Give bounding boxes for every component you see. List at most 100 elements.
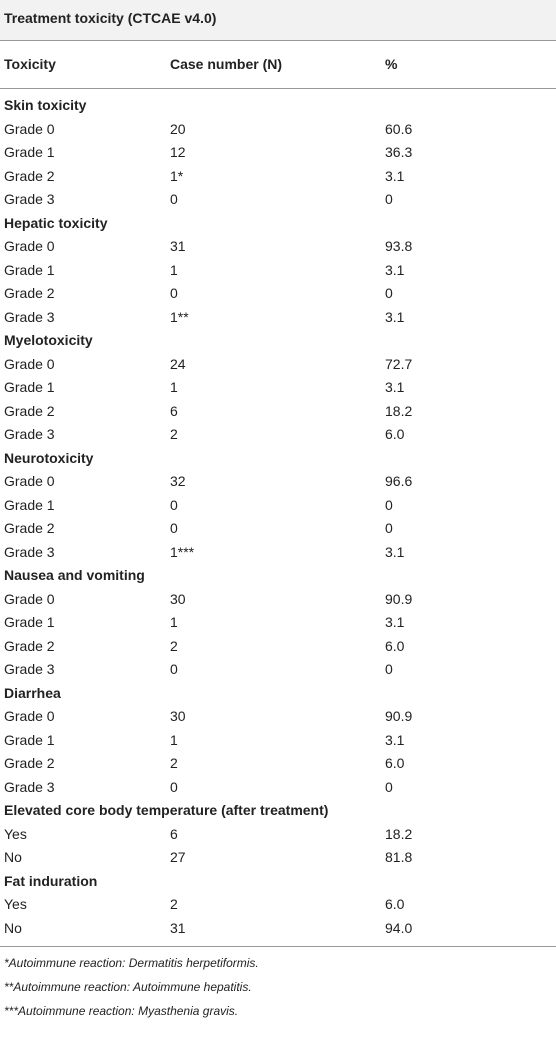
title-bar <box>0 0 556 40</box>
cell: Grade 2 <box>4 520 55 536</box>
cell: 27 <box>170 849 186 865</box>
cell: Grade 2 <box>4 637 55 654</box>
cell: 0 <box>385 496 393 513</box>
cell: 2 <box>170 637 178 654</box>
section-title: Neurotoxicity <box>4 449 94 466</box>
cell: 30 <box>170 708 186 724</box>
section-title: Diarrhea <box>4 684 61 701</box>
cell: 3.1 <box>385 379 405 395</box>
column-header: % <box>385 56 398 72</box>
footnote: ***Autoimmune reaction: Myasthenia gravi… <box>4 1004 239 1018</box>
section-title: Fat induration <box>4 872 98 889</box>
cell: 3.1 <box>385 731 405 748</box>
cell: Grade 3 <box>4 661 55 677</box>
rule <box>0 40 556 41</box>
cell: 1* <box>170 167 184 184</box>
cell: Grade 0 <box>4 355 55 372</box>
column-header: Toxicity <box>4 56 56 72</box>
cell: No <box>4 849 22 865</box>
footnote: *Autoimmune reaction: Dermatitis herpeti… <box>4 956 259 970</box>
cell: 0 <box>385 778 393 795</box>
cell: Grade 0 <box>4 120 55 137</box>
cell: Grade 2 <box>4 167 55 184</box>
table-title: Treatment toxicity (CTCAE v4.0) <box>4 10 217 26</box>
cell: 1** <box>170 308 189 325</box>
cell: Yes <box>4 896 27 912</box>
cell: Grade 2 <box>4 285 55 301</box>
cell: Grade 0 <box>4 473 55 489</box>
cell: 2 <box>170 755 178 771</box>
cell: 2 <box>170 896 178 912</box>
footnote: **Autoimmune reaction: Autoimmune hepati… <box>4 980 252 994</box>
cell: 24 <box>170 355 186 372</box>
cell: Grade 0 <box>4 238 55 254</box>
cell: Grade 3 <box>4 778 55 795</box>
cell: 96.6 <box>385 473 413 489</box>
cell: Yes <box>4 825 27 842</box>
cell: 0 <box>170 496 178 513</box>
cell: Grade 3 <box>4 543 55 560</box>
cell: 2 <box>170 426 178 442</box>
cell: 6.0 <box>385 426 405 442</box>
cell: 0 <box>385 661 393 677</box>
cell: Grade 1 <box>4 379 55 395</box>
cell: 12 <box>170 144 186 160</box>
cell: 60.6 <box>385 120 413 137</box>
section-title: Nausea and vomiting <box>4 567 145 583</box>
cell: Grade 3 <box>4 191 55 207</box>
cell: 0 <box>385 285 393 301</box>
cell: 1 <box>170 731 178 748</box>
cell: 6 <box>170 402 178 419</box>
cell: 3.1 <box>385 167 405 184</box>
cell: 30 <box>170 590 186 607</box>
cell: 90.9 <box>385 590 413 607</box>
cell: 18.2 <box>385 402 413 419</box>
cell: 94.0 <box>385 919 413 936</box>
cell: 20 <box>170 120 186 137</box>
cell: Grade 3 <box>4 426 55 442</box>
cell: Grade 1 <box>4 144 55 160</box>
cell: Grade 1 <box>4 731 55 748</box>
cell: 1*** <box>170 543 195 560</box>
cell: 31 <box>170 919 186 936</box>
cell: No <box>4 919 22 936</box>
cell: 0 <box>170 191 178 207</box>
cell: 1 <box>170 261 178 278</box>
rule <box>0 88 556 89</box>
cell: Grade 3 <box>4 308 55 325</box>
rule <box>0 946 556 947</box>
section-title: Hepatic toxicity <box>4 214 108 231</box>
cell: 0 <box>170 285 178 301</box>
cell: Grade 0 <box>4 708 55 724</box>
cell: Grade 2 <box>4 402 55 419</box>
cell: 6.0 <box>385 755 405 771</box>
cell: 1 <box>170 614 178 630</box>
section-title: Myelotoxicity <box>4 332 93 348</box>
cell: 18.2 <box>385 825 413 842</box>
cell: 72.7 <box>385 355 413 372</box>
cell: 0 <box>170 661 178 677</box>
cell: Grade 1 <box>4 496 55 513</box>
cell: 31 <box>170 238 186 254</box>
cell: 3.1 <box>385 261 405 278</box>
cell: 3.1 <box>385 614 405 630</box>
cell: 0 <box>385 191 393 207</box>
section-title: Elevated core body temperature (after tr… <box>4 802 329 818</box>
column-header: Case number (N) <box>170 56 283 72</box>
cell: 93.8 <box>385 238 413 254</box>
cell: 0 <box>170 520 178 536</box>
section-title: Skin toxicity <box>4 97 87 113</box>
cell: Grade 1 <box>4 261 55 278</box>
cell: 3.1 <box>385 308 405 325</box>
cell: 3.1 <box>385 543 405 560</box>
cell: 32 <box>170 473 186 489</box>
cell: Grade 1 <box>4 614 55 630</box>
cell: Grade 2 <box>4 755 55 771</box>
cell: 81.8 <box>385 849 413 865</box>
cell: 90.9 <box>385 708 413 724</box>
cell: 6 <box>170 825 178 842</box>
cell: 0 <box>170 778 178 795</box>
cell: 0 <box>385 520 393 536</box>
cell: 36.3 <box>385 144 413 160</box>
